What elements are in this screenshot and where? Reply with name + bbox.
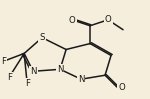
Text: F: F [1, 57, 6, 66]
Text: N: N [57, 65, 63, 74]
Text: F: F [7, 73, 12, 82]
Text: O: O [69, 16, 75, 25]
Text: O: O [118, 83, 125, 92]
Text: S: S [39, 33, 45, 42]
Text: N: N [30, 67, 36, 76]
Text: F: F [25, 79, 30, 88]
Text: O: O [105, 15, 111, 24]
Text: N: N [78, 75, 84, 84]
